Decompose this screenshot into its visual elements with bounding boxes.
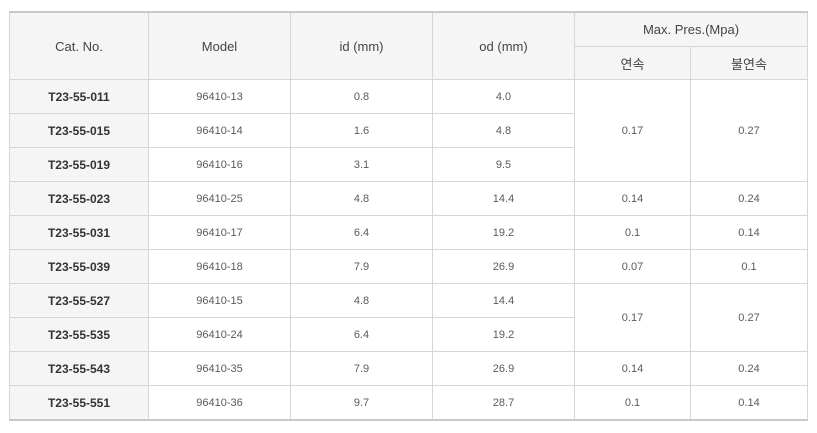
- continuous-pressure-cell: 0.14: [574, 351, 691, 386]
- intermittent-pressure-cell: 0.14: [690, 215, 808, 250]
- cat-no-cell: T23-55-031: [9, 215, 149, 250]
- header-model: Model: [148, 11, 291, 80]
- intermittent-pressure-cell: 0.1: [690, 249, 808, 284]
- od-cell: 14.4: [432, 181, 575, 216]
- od-cell: 19.2: [432, 317, 575, 352]
- id-cell: 6.4: [290, 215, 433, 250]
- od-cell: 14.4: [432, 283, 575, 318]
- model-cell: 96410-13: [148, 79, 291, 114]
- table-row: T23-55-551 96410-36 9.7 28.7 0.1 0.14: [9, 385, 808, 421]
- cat-no-cell: T23-55-543: [9, 351, 149, 386]
- id-cell: 3.1: [290, 147, 433, 182]
- od-cell: 9.5: [432, 147, 575, 182]
- model-cell: 96410-24: [148, 317, 291, 352]
- id-cell: 7.9: [290, 351, 433, 386]
- id-cell: 4.8: [290, 181, 433, 216]
- cat-no-cell: T23-55-011: [9, 79, 149, 114]
- cat-no-cell: T23-55-535: [9, 317, 149, 352]
- od-cell: 4.0: [432, 79, 575, 114]
- id-cell: 6.4: [290, 317, 433, 352]
- spec-table-container: Cat. No. Model id (mm) od (mm) Max. Pres…: [9, 11, 808, 421]
- intermittent-pressure-cell: 0.24: [690, 351, 808, 386]
- od-cell: 26.9: [432, 249, 575, 284]
- model-cell: 96410-36: [148, 385, 291, 421]
- table-row: T23-55-019 96410-16 3.1 9.5: [9, 147, 808, 182]
- table-row: T23-55-527 96410-15 4.8 14.4 0.17 0.27: [9, 283, 808, 352]
- header-id: id (mm): [290, 11, 433, 80]
- header-max-pressure: Max. Pres.(Mpa): [574, 11, 808, 47]
- cat-no-cell: T23-55-039: [9, 249, 149, 284]
- table-row: T23-55-031 96410-17 6.4 19.2 0.1 0.14: [9, 215, 808, 250]
- cat-no-cell: T23-55-019: [9, 147, 149, 182]
- id-cell: 0.8: [290, 79, 433, 114]
- od-cell: 19.2: [432, 215, 575, 250]
- intermittent-pressure-cell: 0.24: [690, 181, 808, 216]
- continuous-pressure-cell: 0.1: [574, 385, 691, 421]
- cat-no-cell: T23-55-023: [9, 181, 149, 216]
- model-cell: 96410-18: [148, 249, 291, 284]
- cat-no-cell: T23-55-551: [9, 385, 149, 421]
- model-cell: 96410-15: [148, 283, 291, 318]
- od-cell: 4.8: [432, 113, 575, 148]
- od-cell: 28.7: [432, 385, 575, 421]
- header-cat-no: Cat. No.: [9, 11, 149, 80]
- id-cell: 4.8: [290, 283, 433, 318]
- header-intermittent: 불연속: [690, 46, 808, 80]
- continuous-pressure-cell: 0.17: [574, 79, 691, 182]
- header-od: od (mm): [432, 11, 575, 80]
- continuous-pressure-cell: 0.1: [574, 215, 691, 250]
- id-cell: 7.9: [290, 249, 433, 284]
- table-row: T23-55-535 96410-24 6.4 19.2: [9, 317, 808, 352]
- continuous-pressure-cell: 0.17: [574, 283, 691, 352]
- intermittent-pressure-cell: 0.27: [690, 79, 808, 182]
- cat-no-cell: T23-55-015: [9, 113, 149, 148]
- model-cell: 96410-14: [148, 113, 291, 148]
- continuous-pressure-cell: 0.14: [574, 181, 691, 216]
- header-continuous: 연속: [574, 46, 691, 80]
- intermittent-pressure-cell: 0.27: [690, 283, 808, 352]
- table-row: T23-55-023 96410-25 4.8 14.4 0.14 0.24: [9, 181, 808, 216]
- model-cell: 96410-16: [148, 147, 291, 182]
- table-row: T23-55-543 96410-35 7.9 26.9 0.14 0.24: [9, 351, 808, 386]
- table-row: T23-55-015 96410-14 1.6 4.8: [9, 113, 808, 148]
- id-cell: 1.6: [290, 113, 433, 148]
- table-row: T23-55-011 96410-13 0.8 4.0 0.17 0.27: [9, 79, 808, 182]
- cat-no-cell: T23-55-527: [9, 283, 149, 318]
- od-cell: 26.9: [432, 351, 575, 386]
- table-row: T23-55-039 96410-18 7.9 26.9 0.07 0.1: [9, 249, 808, 284]
- id-cell: 9.7: [290, 385, 433, 421]
- intermittent-pressure-cell: 0.14: [690, 385, 808, 421]
- continuous-pressure-cell: 0.07: [574, 249, 691, 284]
- spec-table: Cat. No. Model id (mm) od (mm) Max. Pres…: [9, 11, 808, 421]
- model-cell: 96410-35: [148, 351, 291, 386]
- model-cell: 96410-25: [148, 181, 291, 216]
- model-cell: 96410-17: [148, 215, 291, 250]
